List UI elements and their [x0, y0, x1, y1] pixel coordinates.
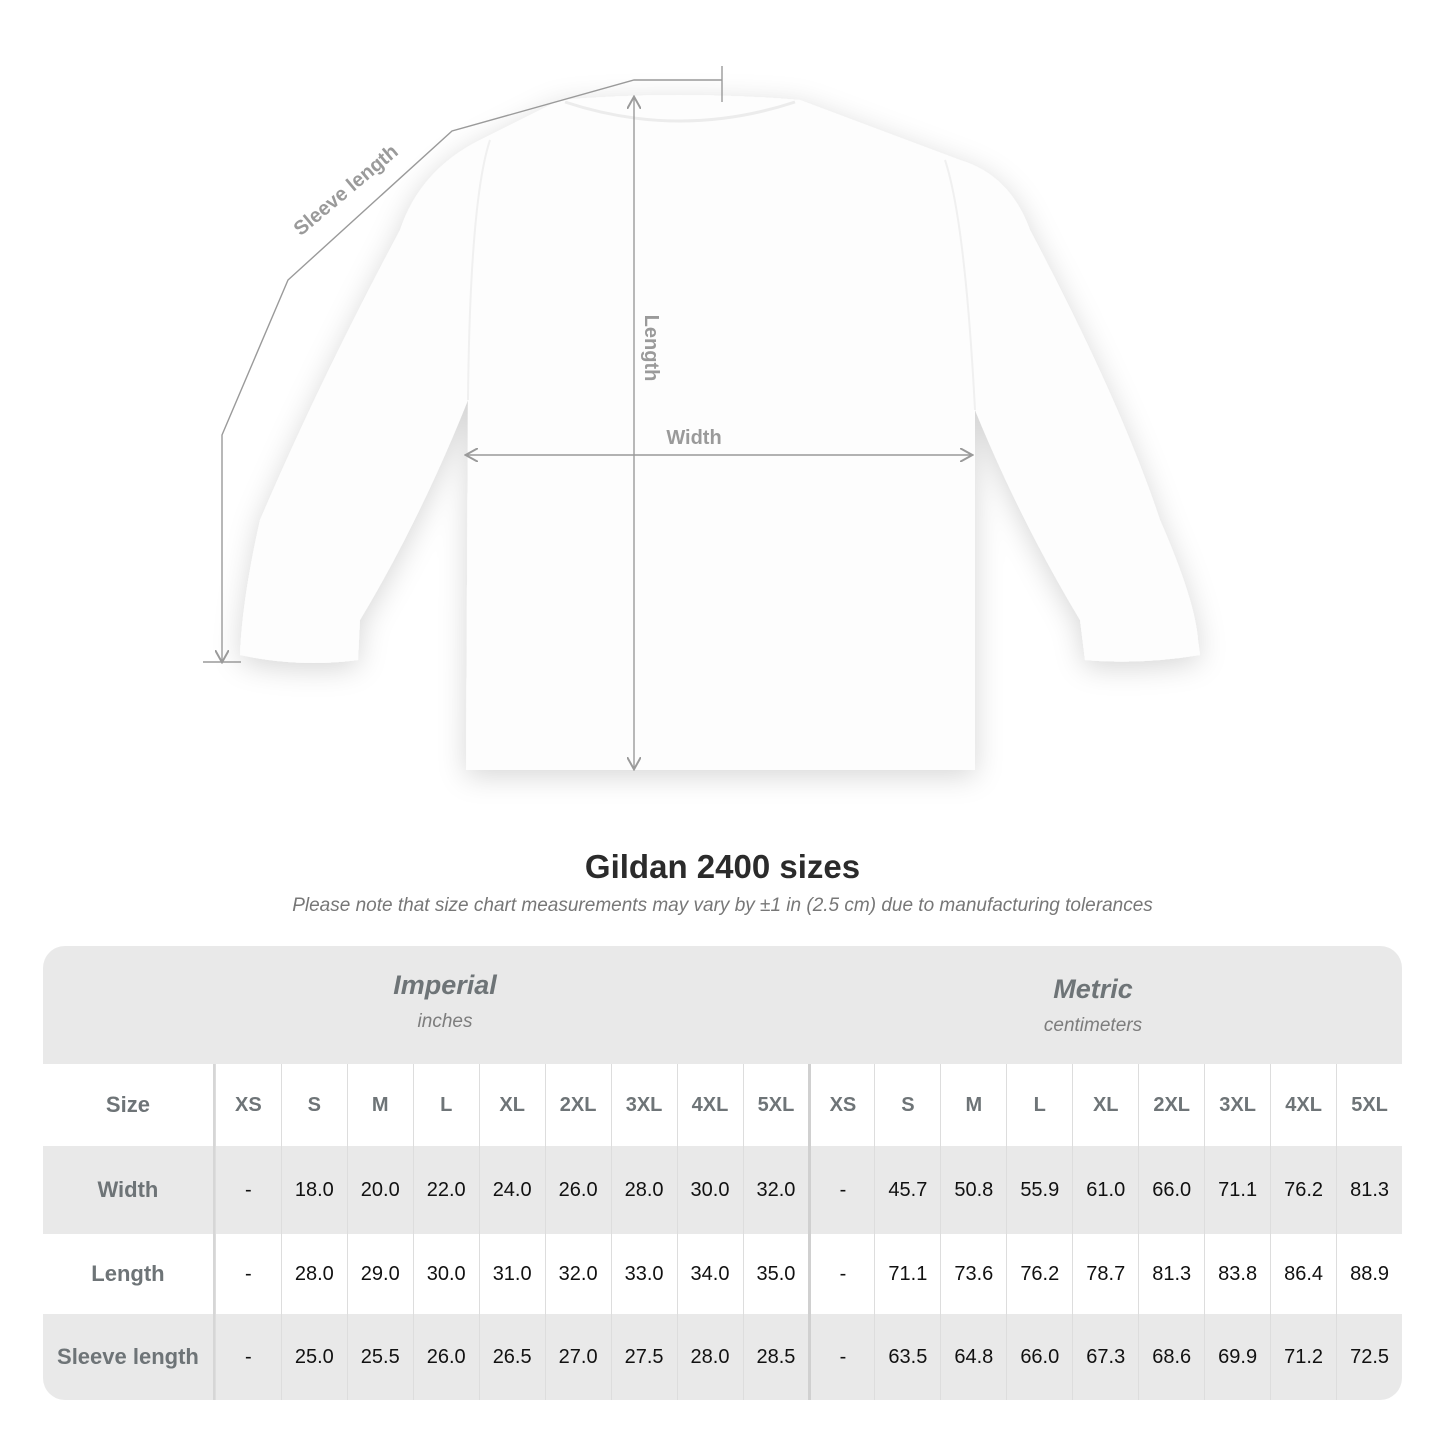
imperial-value: 35.0 [742, 1234, 809, 1314]
size-label: Size [43, 1064, 215, 1146]
metric-size-xl: XL [1072, 1064, 1138, 1146]
metric-value: 73.6 [940, 1234, 1006, 1314]
width-label: Width [666, 427, 721, 449]
imperial-value: 32.0 [742, 1146, 809, 1234]
metric-value: 66.0 [1138, 1146, 1204, 1234]
imperial-value: 24.0 [478, 1146, 545, 1234]
metric-size-l: L [1006, 1064, 1072, 1146]
table-row: Width -18.0 20.0 22.0 24.0 26.0 28.0 30.0 32.0-4… [43, 1146, 1402, 1234]
metric-value: 69.9 [1204, 1314, 1270, 1400]
imperial-value: 28.0 [676, 1314, 743, 1400]
imperial-value: 28.0 [280, 1234, 347, 1314]
imperial-value: 20.0 [346, 1146, 413, 1234]
imperial-size-m: M [346, 1064, 413, 1146]
size-header-row: Size XS S M L XL 2XL 3XL 4XL 5XL XS S M L XL 2XL 3XL 4XL 5… [43, 1064, 1402, 1146]
imperial-value: 32.0 [544, 1234, 611, 1314]
tolerance-note: Please note that size chart measurements… [292, 895, 1153, 916]
metric-value: 83.8 [1204, 1234, 1270, 1314]
imperial-size-l: L [412, 1064, 479, 1146]
metric-value: 64.8 [940, 1314, 1006, 1400]
imperial-value: 25.5 [346, 1314, 413, 1400]
metric-value: 50.8 [940, 1146, 1006, 1234]
imperial-value: - [214, 1314, 281, 1400]
shirt-shape [240, 95, 1200, 770]
metric-value: 76.2 [1006, 1234, 1072, 1314]
metric-value: - [808, 1146, 874, 1234]
imperial-value: 26.0 [412, 1314, 479, 1400]
imperial-value: 18.0 [280, 1146, 347, 1234]
imperial-value: 26.0 [544, 1146, 611, 1234]
metric-title: Metric [1053, 974, 1133, 1004]
imperial-value: 34.0 [676, 1234, 743, 1314]
imperial-value: 25.0 [280, 1314, 347, 1400]
imperial-header: Imperial inches [215, 970, 675, 1033]
imperial-size-xl: XL [478, 1064, 545, 1146]
metric-value: 71.2 [1270, 1314, 1336, 1400]
page-title: Gildan 2400 sizes [584, 848, 861, 885]
metric-unit: centimeters [1043, 1015, 1143, 1036]
imperial-value: 30.0 [676, 1146, 743, 1234]
imperial-value: 33.0 [610, 1234, 677, 1314]
metric-value: 67.3 [1072, 1314, 1138, 1400]
metric-value: 86.4 [1270, 1234, 1336, 1314]
imperial-unit: inches [417, 1011, 473, 1032]
metric-value: 81.3 [1138, 1234, 1204, 1314]
table-row: Length -28.0 29.0 30.0 31.0 32.0 33.0 34.0 35.0-… [43, 1234, 1402, 1314]
row-label: Length [43, 1234, 215, 1314]
metric-value: 71.1 [1204, 1146, 1270, 1234]
imperial-size-s: S [280, 1064, 347, 1146]
metric-value: 68.6 [1138, 1314, 1204, 1400]
imperial-size-3xl: 3XL [610, 1064, 677, 1146]
sleeve-length-measure [203, 66, 723, 662]
imperial-value: 30.0 [412, 1234, 479, 1314]
imperial-size-2xl: 2XL [544, 1064, 611, 1146]
shirt-illustration: Sleeve length Length Width [203, 66, 1200, 820]
imperial-value: 22.0 [412, 1146, 479, 1234]
table-row: Sleeve length -25.0 25.5 26.0 26.5 27.0 27.5 28… [43, 1314, 1402, 1400]
metric-size-3xl: 3XL [1204, 1064, 1270, 1146]
metric-size-m: M [940, 1064, 1006, 1146]
metric-value: 55.9 [1006, 1146, 1072, 1234]
metric-value: 81.3 [1336, 1146, 1402, 1234]
imperial-value: 27.0 [544, 1314, 611, 1400]
imperial-value: 28.5 [742, 1314, 809, 1400]
row-label: Sleeve length [43, 1314, 215, 1400]
imperial-value: - [214, 1146, 281, 1234]
metric-value: - [808, 1234, 874, 1314]
imperial-title: Imperial [393, 970, 497, 1000]
metric-value: 63.5 [874, 1314, 940, 1400]
metric-value: 45.7 [874, 1146, 940, 1234]
imperial-size-4xl: 4XL [676, 1064, 743, 1146]
metric-size-5xl: 5XL [1336, 1064, 1402, 1146]
metric-value: 61.0 [1072, 1146, 1138, 1234]
metric-value: 72.5 [1336, 1314, 1402, 1400]
metric-size-4xl: 4XL [1270, 1064, 1336, 1146]
row-label: Width [43, 1146, 215, 1234]
size-table: Imperial inches Metric centimeters Size X… [43, 946, 1402, 1400]
metric-value: 76.2 [1270, 1146, 1336, 1234]
imperial-value: 31.0 [478, 1234, 545, 1314]
metric-value: 78.7 [1072, 1234, 1138, 1314]
metric-value: 88.9 [1336, 1234, 1402, 1314]
unit-header-band [43, 946, 1402, 1064]
metric-header: Metric centimeters [863, 974, 1323, 1037]
length-label: Length [640, 315, 662, 382]
imperial-value: 28.0 [610, 1146, 677, 1234]
imperial-value: - [214, 1234, 281, 1314]
metric-value: - [808, 1314, 874, 1400]
imperial-value: 29.0 [346, 1234, 413, 1314]
metric-size-2xl: 2XL [1138, 1064, 1204, 1146]
imperial-size-5xl: 5XL [742, 1064, 809, 1146]
imperial-size-xs: XS [214, 1064, 281, 1146]
imperial-value: 27.5 [610, 1314, 677, 1400]
metric-value: 71.1 [874, 1234, 940, 1314]
metric-size-s: S [874, 1064, 940, 1146]
metric-value: 66.0 [1006, 1314, 1072, 1400]
imperial-value: 26.5 [478, 1314, 545, 1400]
metric-size-xs: XS [808, 1064, 874, 1146]
